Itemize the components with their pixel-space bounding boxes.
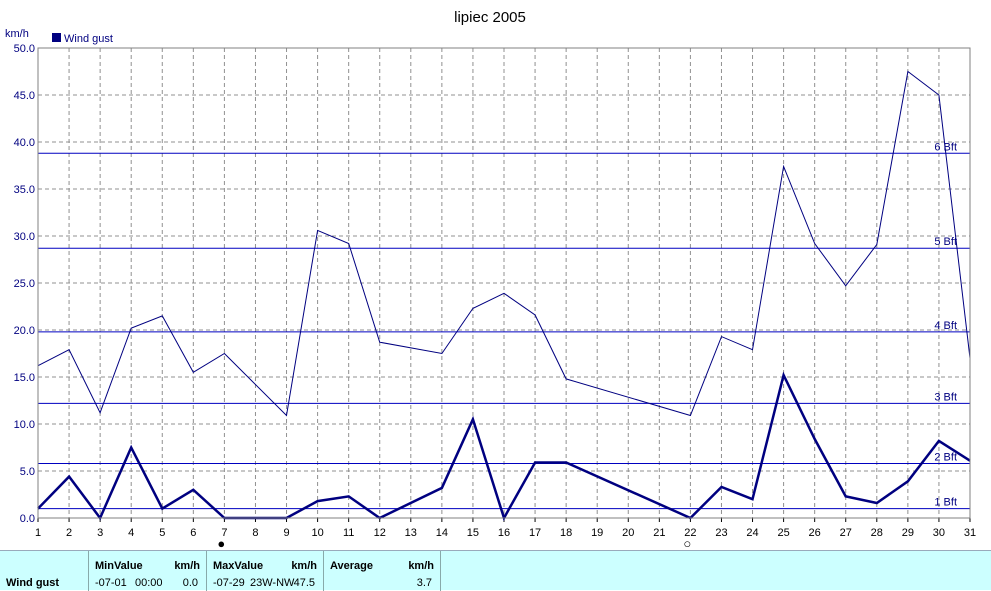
legend-label: Wind gust bbox=[64, 33, 113, 45]
x-tick-label-8: 8 bbox=[252, 527, 258, 539]
stats-panel: Wind gust MinValue km/h -07-01 00:00 0.0… bbox=[0, 550, 991, 591]
stats-row-label-cell: Wind gust bbox=[0, 551, 89, 591]
x-tick-label-31: 31 bbox=[964, 527, 976, 539]
bft-label-6: 6 Bft bbox=[934, 141, 957, 153]
min-unit: km/h bbox=[174, 560, 200, 572]
x-tick-label-30: 30 bbox=[933, 527, 945, 539]
y-tick-label-8: 40.0 bbox=[14, 137, 35, 149]
average-cell: Average km/h 3.7 bbox=[324, 551, 441, 591]
x-tick-label-27: 27 bbox=[840, 527, 852, 539]
min-time: 00:00 bbox=[135, 577, 163, 589]
x-tick-label-22: 22 bbox=[684, 527, 696, 539]
bft-label-2: 2 Bft bbox=[934, 451, 957, 463]
min-value: 0.0 bbox=[182, 577, 198, 589]
x-tick-label-11: 11 bbox=[343, 527, 354, 539]
stats-row-label: Wind gust bbox=[6, 577, 60, 589]
plot-frame bbox=[37, 47, 971, 519]
x-tick-label-3: 3 bbox=[97, 527, 103, 539]
bft-label-3: 3 Bft bbox=[934, 391, 957, 403]
bft-label-5: 5 Bft bbox=[934, 236, 957, 248]
series-line-average bbox=[37, 371, 971, 522]
min-header: MinValue bbox=[95, 560, 143, 572]
y-tick-label-6: 30.0 bbox=[14, 231, 35, 243]
x-tick-label-16: 16 bbox=[498, 527, 510, 539]
y-tick-label-4: 20.0 bbox=[14, 325, 35, 337]
x-tick-label-5: 5 bbox=[159, 527, 165, 539]
x-tick-label-1: 1 bbox=[35, 527, 41, 539]
x-tick-label-7: 7 bbox=[221, 527, 227, 539]
max-value-cell: MaxValue km/h -07-29 23W-NW 47.5 bbox=[207, 551, 324, 591]
moon-phases: ● ○ bbox=[217, 536, 691, 550]
avg-value: 3.7 bbox=[416, 577, 432, 589]
x-tick-label-26: 26 bbox=[809, 527, 821, 539]
y-tick-label-9: 45.0 bbox=[14, 90, 35, 102]
y-tick-label-1: 5.0 bbox=[20, 466, 35, 478]
bft-label-1: 1 Bft bbox=[934, 497, 957, 509]
x-tick-label-24: 24 bbox=[746, 527, 758, 539]
series-line-max bbox=[37, 70, 971, 417]
y-tick-label-3: 15.0 bbox=[14, 372, 35, 384]
max-date: -07-29 bbox=[213, 577, 245, 589]
avg-unit: km/h bbox=[408, 560, 434, 572]
y-tick-label-10: 50.0 bbox=[14, 43, 35, 55]
max-value: 47.5 bbox=[293, 577, 315, 589]
x-tick-label-13: 13 bbox=[405, 527, 417, 539]
wind-gust-chart: lipiec 2005 km/h Wind gust 1 Bft 2 Bft 3 B… bbox=[5, 9, 976, 550]
y-axis-ticks: 0.0 5.0 10.0 15.0 20.0 25.0 30.0 35.0 40.0 45.0 50… bbox=[14, 43, 35, 525]
x-tick-label-4: 4 bbox=[128, 527, 134, 539]
y-axis-unit: km/h bbox=[5, 28, 29, 40]
bft-label-4: 4 Bft bbox=[934, 320, 957, 332]
x-tick-label-18: 18 bbox=[560, 527, 572, 539]
y-tick-label-7: 35.0 bbox=[14, 184, 35, 196]
x-tick-label-19: 19 bbox=[591, 527, 603, 539]
x-tick-label-9: 9 bbox=[283, 527, 289, 539]
x-tick-label-12: 12 bbox=[374, 527, 386, 539]
min-date: -07-01 bbox=[95, 577, 127, 589]
x-tick-label-2: 2 bbox=[66, 527, 72, 539]
moon-phase-1: ● bbox=[217, 536, 225, 550]
max-detail: 23W-NW bbox=[250, 577, 295, 589]
x-tick-label-23: 23 bbox=[715, 527, 727, 539]
x-axis-ticks: 1 2 3 4 5 6 7 8 9 10 11 12 13 14 15 16 17 18 19 20 21 22 23 24 2… bbox=[35, 518, 976, 539]
x-tick-label-10: 10 bbox=[311, 527, 323, 539]
beaufort-lines: 1 Bft 2 Bft 3 Bft 4 Bft 5 Bft 6 Bft bbox=[38, 141, 970, 510]
x-tick-label-28: 28 bbox=[871, 527, 883, 539]
y-tick-label-0: 0.0 bbox=[20, 513, 35, 525]
x-tick-label-20: 20 bbox=[622, 527, 634, 539]
x-tick-label-17: 17 bbox=[529, 527, 541, 539]
grid bbox=[38, 48, 970, 518]
series-lines bbox=[37, 70, 971, 522]
x-tick-label-21: 21 bbox=[653, 527, 665, 539]
moon-phase-2: ○ bbox=[683, 536, 691, 550]
min-value-cell: MinValue km/h -07-01 00:00 0.0 bbox=[89, 551, 207, 591]
max-unit: km/h bbox=[291, 560, 317, 572]
y-tick-label-2: 10.0 bbox=[14, 419, 35, 431]
legend-swatch bbox=[52, 33, 61, 42]
avg-header: Average bbox=[330, 560, 374, 572]
y-tick-label-5: 25.0 bbox=[14, 278, 35, 290]
x-tick-label-14: 14 bbox=[436, 527, 448, 539]
x-tick-label-25: 25 bbox=[777, 527, 789, 539]
x-tick-label-15: 15 bbox=[467, 527, 479, 539]
chart-title: lipiec 2005 bbox=[454, 9, 526, 26]
x-tick-label-6: 6 bbox=[190, 527, 196, 539]
x-tick-label-29: 29 bbox=[902, 527, 914, 539]
max-header: MaxValue bbox=[213, 560, 264, 572]
